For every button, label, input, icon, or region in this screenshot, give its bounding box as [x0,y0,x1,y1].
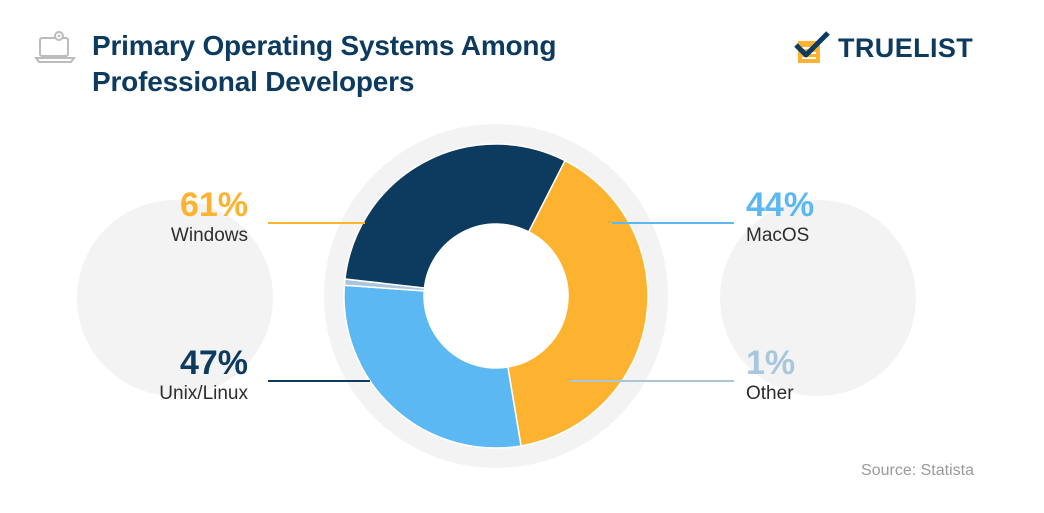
label-windows: 61% Windows [140,186,248,248]
name-other: Other [746,383,794,404]
logo-text: TRUELIST [838,32,974,63]
chart-title-line-1: Primary Operating Systems Among [92,30,557,61]
value-unix: 47% [179,344,248,382]
value-other: 1% [746,344,796,382]
label-unix: 47% Unix/Linux [120,344,248,406]
truelist-logo: TRUELIST [794,28,973,68]
value-macos: 44% [746,186,815,224]
donut-hole [424,224,568,368]
chart-title-line-2: Professional Developers [92,66,415,97]
label-other: 1% Other [746,344,866,406]
source-note: Source: Statista [861,462,974,479]
laptop-gear-icon [34,31,76,63]
label-macos: 44% MacOS [746,186,866,248]
value-windows: 61% [179,186,248,224]
name-unix: Unix/Linux [159,383,248,404]
name-windows: Windows [170,225,248,246]
bubble-right [720,200,916,396]
bubble-left [77,200,273,396]
name-macos: MacOS [746,225,810,246]
checklist-icon [794,31,830,63]
chart-title: Primary Operating Systems Among Professi… [92,28,556,100]
